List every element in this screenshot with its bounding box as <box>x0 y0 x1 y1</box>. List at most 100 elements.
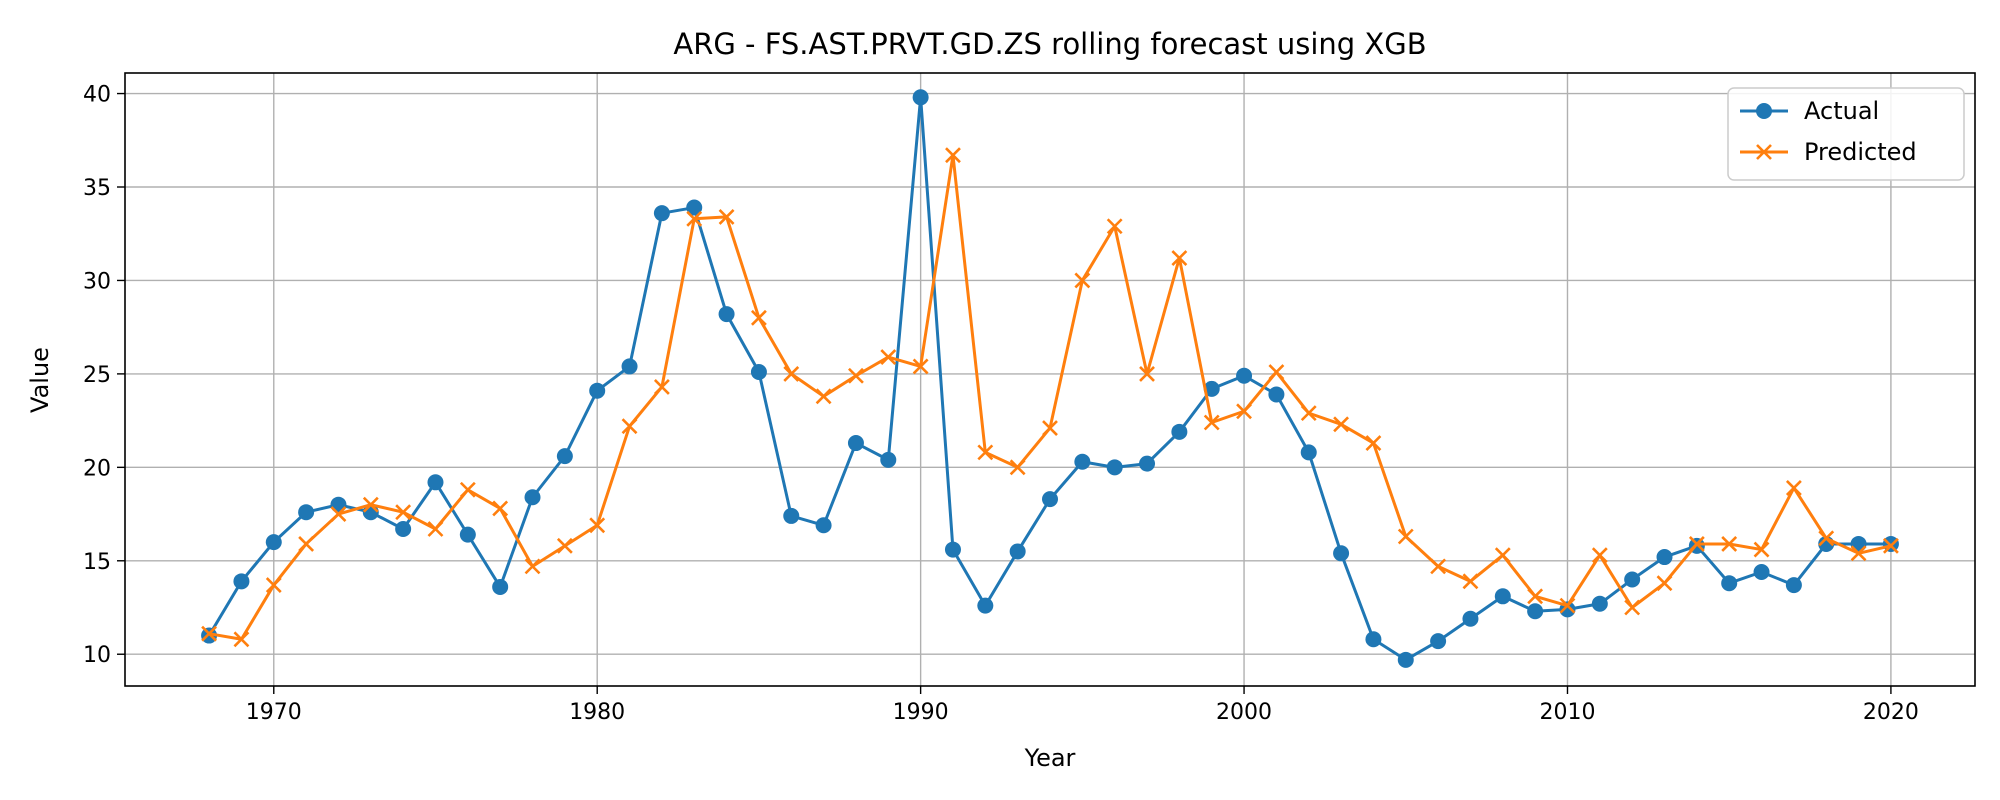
legend-label: Actual <box>1804 97 1879 125</box>
data-point-actual <box>686 199 703 216</box>
data-point-predicted <box>783 365 800 382</box>
data-point-predicted <box>653 379 670 395</box>
data-point-predicted <box>1882 537 1899 554</box>
data-point-predicted <box>750 309 767 326</box>
y-tick-label: 20 <box>83 456 111 481</box>
data-point-predicted <box>1042 420 1058 437</box>
series-actual <box>201 89 1899 668</box>
data-point-actual <box>1333 545 1350 562</box>
data-point-predicted <box>265 577 282 593</box>
data-point-predicted <box>945 147 961 164</box>
data-point-actual <box>1721 575 1738 592</box>
data-point-predicted <box>459 481 476 498</box>
data-point-predicted <box>686 210 703 227</box>
data-point-actual <box>815 517 832 534</box>
data-point-predicted <box>1624 599 1641 616</box>
y-axis-label: Value <box>26 347 54 413</box>
data-point-actual <box>201 627 218 644</box>
data-point-predicted <box>1656 575 1673 592</box>
x-tick-label: 1990 <box>893 700 949 725</box>
data-point-predicted <box>1236 403 1252 420</box>
data-point-actual <box>1753 563 1770 580</box>
data-point-predicted <box>492 500 509 517</box>
data-point-predicted <box>1494 547 1511 564</box>
x-axis-label: Year <box>1024 744 1076 772</box>
data-point-actual <box>427 474 444 491</box>
data-point-actual <box>233 573 250 590</box>
x-tick-label: 2000 <box>1216 700 1272 725</box>
data-point-actual <box>1494 588 1511 605</box>
data-point-actual <box>492 578 509 595</box>
data-point-actual <box>589 382 606 399</box>
x-tick-label: 1980 <box>569 700 625 725</box>
data-point-actual <box>459 526 476 543</box>
legend-item-predicted: Predicted <box>1740 138 1917 166</box>
legend-item-actual: Actual <box>1740 97 1879 125</box>
x-tick-label: 2010 <box>1539 700 1595 725</box>
data-point-predicted <box>977 444 994 461</box>
data-point-actual <box>1624 571 1641 588</box>
y-tick-label: 15 <box>83 550 111 575</box>
data-point-actual <box>1785 577 1802 594</box>
plot-frame <box>124 72 1976 687</box>
series-line-predicted <box>208 153 1892 641</box>
series-predicted <box>201 147 1899 648</box>
data-point-actual <box>621 358 638 375</box>
data-point-actual <box>1074 453 1091 470</box>
data-point-actual <box>1009 543 1026 560</box>
data-point-predicted <box>848 367 864 384</box>
x-tick-label: 2020 <box>1863 700 1919 725</box>
data-point-predicted <box>330 506 347 522</box>
data-point-predicted <box>1203 414 1220 431</box>
data-point-actual <box>977 597 994 614</box>
data-point-predicted <box>718 208 735 225</box>
data-point-predicted <box>298 536 315 552</box>
y-tick-label: 30 <box>83 269 111 294</box>
series-layer <box>201 89 1899 668</box>
data-point-predicted <box>1527 588 1544 605</box>
data-point-predicted <box>1106 218 1123 235</box>
data-point-predicted <box>1559 597 1576 614</box>
data-point-actual <box>653 205 670 222</box>
data-point-actual <box>395 521 412 538</box>
data-point-predicted <box>880 349 897 365</box>
data-point-predicted <box>201 625 218 642</box>
data-point-actual <box>1527 603 1544 620</box>
data-point-predicted <box>1397 528 1414 545</box>
data-point-predicted <box>1753 541 1770 558</box>
data-point-actual <box>944 541 961 558</box>
data-point-actual <box>556 448 573 465</box>
data-point-actual <box>750 364 767 381</box>
axes: 1970 1980 1990 2000 2010 2020 10 15 20 25 30 35 40 <box>83 72 1976 725</box>
data-point-predicted <box>621 418 638 435</box>
data-point-predicted <box>1591 547 1608 564</box>
data-point-predicted <box>1268 364 1285 380</box>
data-point-actual <box>524 489 541 506</box>
data-point-predicted <box>1300 405 1317 422</box>
y-tick-label: 25 <box>83 363 111 388</box>
data-point-predicted <box>427 521 444 537</box>
data-point-actual <box>880 451 897 468</box>
data-point-predicted <box>1365 435 1382 451</box>
data-point-predicted <box>1074 272 1091 289</box>
data-point-predicted <box>1139 365 1155 382</box>
data-point-predicted <box>1818 530 1835 547</box>
data-point-actual <box>718 306 735 323</box>
x-tick-label: 1970 <box>246 700 302 725</box>
data-point-actual <box>1365 631 1382 648</box>
data-point-actual <box>1268 386 1285 403</box>
y-tick-label: 40 <box>83 83 111 108</box>
grid-lines <box>125 73 1975 686</box>
data-point-actual <box>1171 423 1188 440</box>
data-point-actual <box>1042 491 1058 508</box>
data-point-actual <box>1462 610 1479 627</box>
data-point-actual <box>1591 595 1608 612</box>
legend-label: Predicted <box>1804 138 1917 166</box>
data-point-predicted <box>1430 558 1447 575</box>
data-point-actual <box>1106 459 1123 476</box>
data-point-actual <box>1397 651 1414 668</box>
legend: Actual Predicted <box>1727 87 1965 181</box>
data-point-predicted <box>233 631 250 648</box>
